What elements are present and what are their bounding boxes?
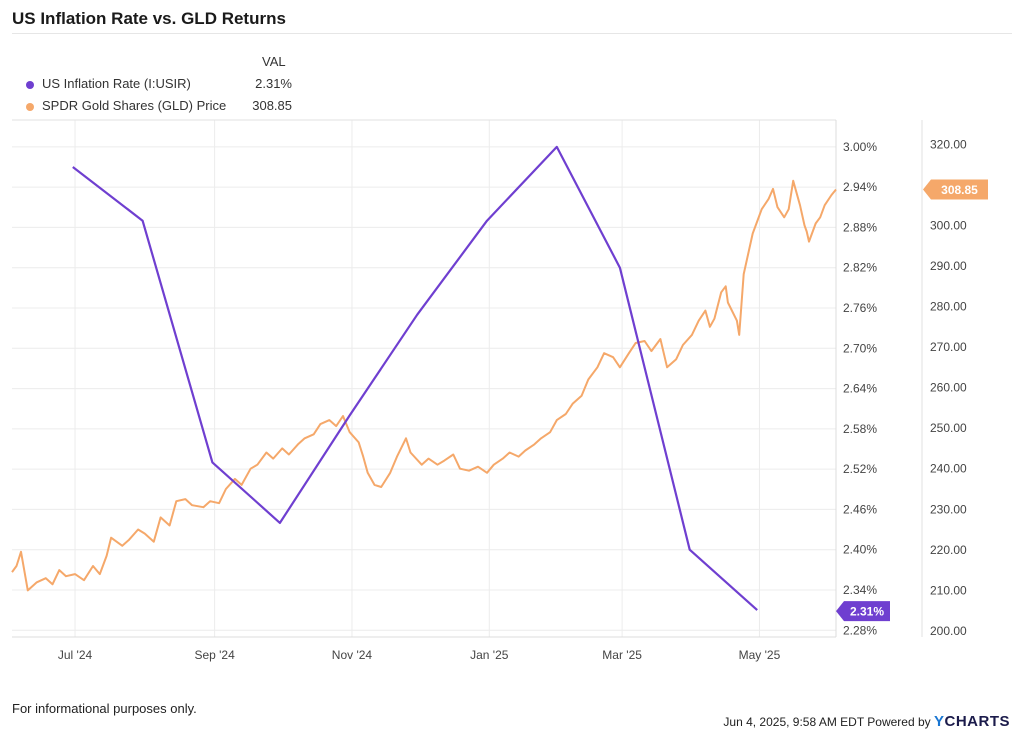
x-tick-label: Jul '24 [58,648,93,662]
y-right-tick-label: 280.00 [930,300,967,314]
inflation-end-label: 2.31% [850,605,884,619]
y-right-tick-label: 220.00 [930,543,967,557]
disclaimer: For informational purposes only. [12,701,197,716]
y-right-tick-label: 230.00 [930,502,967,516]
gld-price-line[interactable] [11,179,837,592]
y-right-tick-label: 240.00 [930,462,967,476]
legend-item-gld[interactable]: SPDR Gold Shares (GLD) Price 308.85 [12,98,292,116]
y-right-tick-label: 210.00 [930,583,967,597]
y-left-tick-label: 2.46% [843,502,877,516]
series-marker-icon [26,81,34,89]
y-left-tick-label: 2.82% [843,261,877,275]
y-right-tick-label: 320.00 [930,137,967,151]
attribution: Jun 4, 2025, 9:58 AM EDT Powered by YCHA… [723,713,1010,730]
chart-title: US Inflation Rate vs. GLD Returns [12,9,286,28]
y-left-tick-label: 2.58% [843,422,877,436]
y-right-tick-label: 260.00 [930,381,967,395]
x-tick-label: Sep '24 [194,648,235,662]
gld-end-label: 308.85 [941,183,978,197]
y-left-tick-label: 2.34% [843,583,877,597]
inflation-end-label-bg [836,601,890,622]
x-tick-label: May '25 [739,648,781,662]
y-right-tick-label: 290.00 [930,259,967,273]
inflation-rate-line[interactable] [72,145,758,611]
y-left-tick-label: 2.70% [843,341,877,355]
gld-end-label-bg [923,179,988,200]
legend-value-header: VAL [262,54,286,69]
y-left-tick-label: 2.28% [843,623,877,637]
y-right-tick-label: 300.00 [930,218,967,232]
y-left-tick-label: 2.94% [843,180,877,194]
legend-item-inflation[interactable]: US Inflation Rate (I:USIR) 2.31% [12,76,292,94]
chart-plot-area[interactable]: Jul '24 Sep '24 Nov '24 Jan '25 Mar '25 May '… [0,0,1024,700]
legend-value: 308.85 [252,98,292,113]
y-right-tick-label: 250.00 [930,421,967,435]
series-marker-icon [26,103,34,111]
ycharts-logo[interactable]: YCHARTS [933,713,1010,730]
x-tick-label: Mar '25 [602,648,642,662]
y-left-tick-label: 2.76% [843,301,877,315]
timestamp: Jun 4, 2025, 9:58 AM EDT Powered by [723,715,931,729]
y-right-tick-label: 200.00 [930,624,967,638]
legend-label: SPDR Gold Shares (GLD) Price [42,98,227,113]
x-tick-label: Nov '24 [332,648,373,662]
y-left-tick-label: 2.64% [843,382,877,396]
y-left-tick-label: 3.00% [843,140,877,154]
title-divider [12,33,1012,34]
legend-value: 2.31% [255,76,292,91]
legend-label: US Inflation Rate (I:USIR) [42,76,191,91]
y-left-tick-label: 2.40% [843,543,877,557]
x-tick-label: Jan '25 [470,648,509,662]
y-left-tick-label: 2.88% [843,220,877,234]
y-right-tick-label: 270.00 [930,340,967,354]
y-left-tick-label: 2.52% [843,462,877,476]
